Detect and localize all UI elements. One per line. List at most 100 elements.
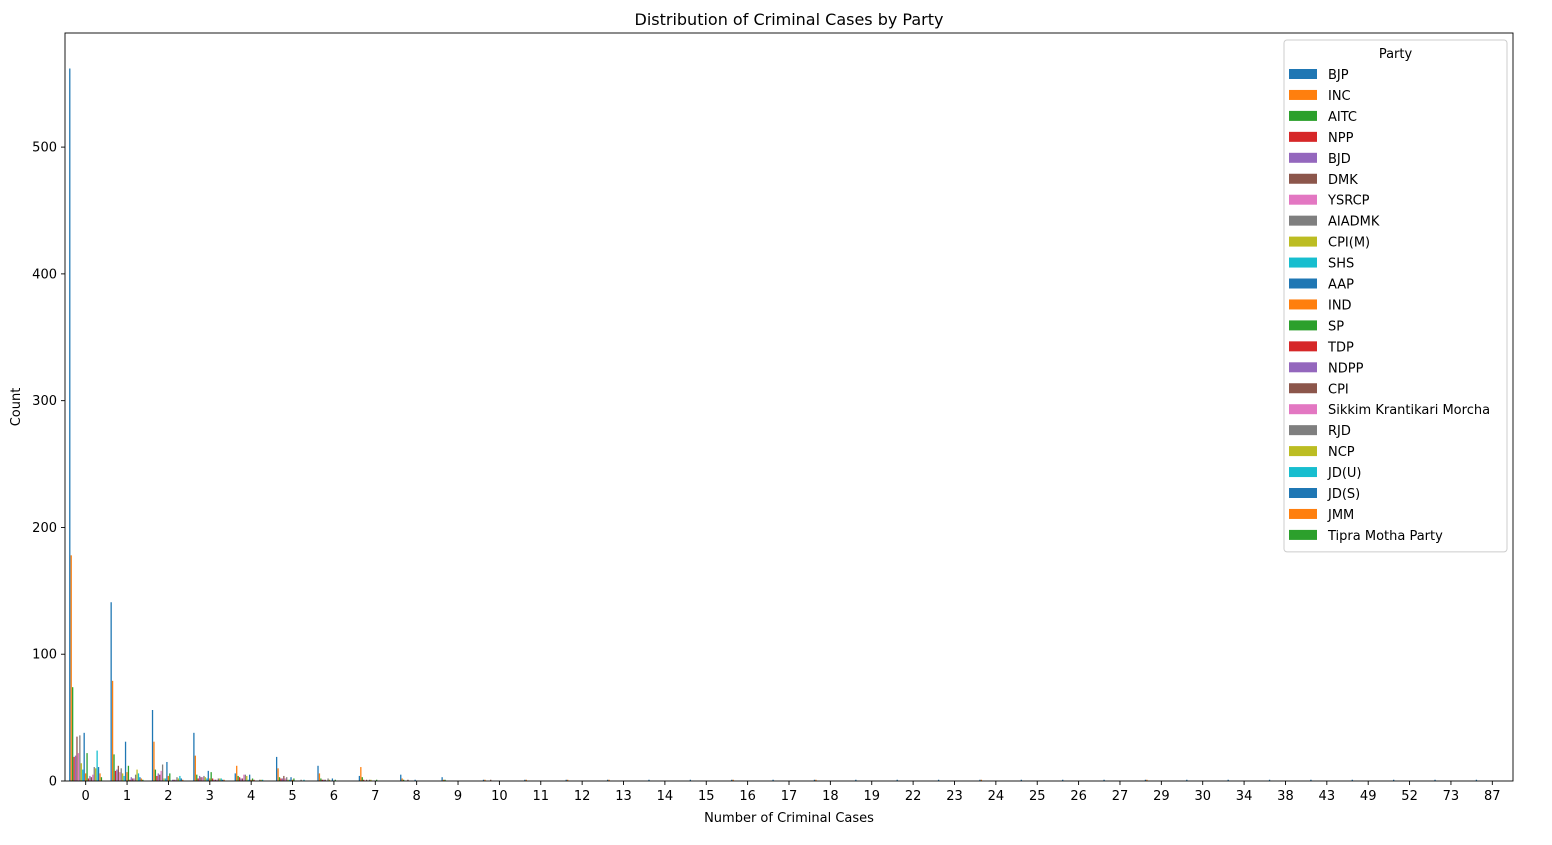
x-tick-label: 6 [330,789,338,804]
legend-swatch [1289,529,1317,540]
bar-inc-5 [277,768,279,781]
bar-shs-4 [247,779,249,781]
bar-sp-7 [376,779,378,781]
x-tick-label: 2 [164,789,172,804]
legend-label: Sikkim Krantikari Morcha [1328,403,1490,418]
bar-aitc-9 [444,779,446,781]
bar-aiadmk-5 [286,777,288,781]
bar-rjd-2 [176,777,178,781]
bar-npp-5 [280,778,282,781]
x-tick-label: 12 [574,789,591,804]
legend-label: CPI [1328,382,1349,397]
bar-aap-5 [290,777,292,781]
legend-swatch [1289,69,1317,79]
x-tick-label: 15 [698,789,715,804]
bar-tdp-0 [87,778,90,781]
legend-label: IND [1328,298,1352,313]
bar-ind-2 [167,775,169,781]
bar-bjp-11 [524,779,526,781]
legend-label: AAP [1328,278,1354,293]
bar-ysrcp-4 [243,774,245,781]
legend-swatch [1289,404,1317,415]
bar-aitc-8 [402,779,405,781]
bar-rjd-1 [134,774,137,781]
legend-label: AIADMK [1328,215,1380,230]
x-tick-label: 29 [1153,789,1170,804]
bar-dmk-5 [283,775,285,781]
x-tick-label: 4 [247,789,255,804]
bar-sp-3 [210,772,212,781]
bar-cpi-m--0 [80,763,82,781]
bar-aitc-1 [113,754,115,781]
bar-inc-8 [401,778,403,781]
x-tick-label: 11 [532,789,549,804]
bar-npp-3 [197,778,199,781]
bar-aap-8 [414,779,416,781]
bar-jmm-3 [223,779,225,781]
bar-ncp-3 [219,778,221,781]
bar-bjp-52 [1393,779,1395,781]
bar-bjp-14 [648,779,650,781]
x-tick-label: 24 [988,789,1005,804]
legend-swatch [1289,488,1317,498]
bar-bjp-22 [896,779,898,781]
bar-ind-5 [291,779,294,781]
x-tick-label: 13 [615,789,632,804]
legend-title: Party [1379,47,1413,62]
bar-jd-u--1 [137,773,140,781]
bar-aiadmk-2 [161,764,164,781]
bar-bjp-19 [855,779,857,781]
bar-jd-s--2 [180,778,182,781]
bar-aap-3 [207,770,209,781]
bar-dmk-10 [490,779,492,781]
bar-sp-1 [127,765,130,781]
bar-bjp-7 [358,775,361,781]
bar-ysrcp-1 [119,772,121,781]
bar-cpi-1 [132,778,134,781]
bar-jd-u--0 [96,750,98,781]
bar-dmk-3 [200,777,202,781]
bar-sp-5 [293,778,295,781]
x-tick-label: 0 [82,789,90,804]
bar-bjp-10 [482,779,485,781]
bar-bjd-4 [240,778,242,781]
bar-bjd-1 [116,769,118,781]
bar-dmk-2 [159,774,161,781]
x-tick-label: 38 [1277,789,1294,804]
bar-bjp-17 [772,779,774,781]
bar-ncp-2 [177,778,180,781]
bar-shs-2 [164,778,167,781]
x-tick-label: 26 [1070,789,1087,804]
y-tick-label: 400 [32,267,57,282]
legend-label: NDPP [1328,361,1364,376]
bar-inc-9 [442,779,445,781]
legend-label: DMK [1328,173,1358,188]
bar-ndpp-3 [213,779,215,781]
bar-inc-11 [525,779,527,781]
x-tick-label: 43 [1319,789,1336,804]
bar-bjp-3 [193,732,195,781]
bar-ysrcp-3 [201,777,204,781]
bar-bjp-6 [317,765,319,781]
bar-shs-3 [206,778,208,781]
bar-rjd-0 [93,767,95,781]
bar-tipra-motha-party-0 [100,777,103,781]
x-tick-label: 14 [657,789,674,804]
bar-bjp-9 [441,777,443,781]
legend-label: BJD [1328,152,1351,167]
bar-jd-u--3 [220,778,222,781]
bar-inc-12 [567,779,569,781]
x-tick-label: 22 [905,789,922,804]
legend-label: YSRCP [1327,194,1370,209]
y-tick-label: 200 [32,521,57,536]
bar-bjp-26 [1062,779,1064,781]
bar-inc-4 [236,765,238,781]
bar-npp-1 [114,770,117,781]
bar-bjp-73 [1434,779,1436,781]
legend-swatch [1289,467,1317,478]
x-tick-label: 23 [946,789,963,804]
legend-swatch [1289,320,1317,331]
bar-aitc-0 [72,687,74,781]
bar-cpi-m--7 [370,779,372,781]
